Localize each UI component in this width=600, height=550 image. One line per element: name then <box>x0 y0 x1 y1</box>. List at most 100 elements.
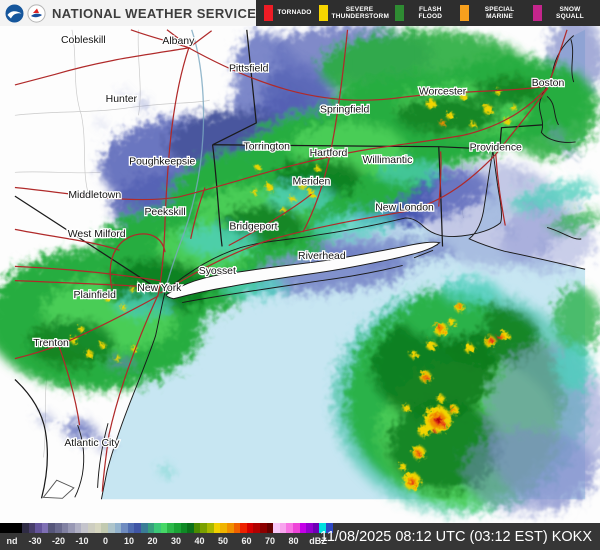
city-label-poughkeepsie: Poughkeepsie <box>129 157 195 168</box>
colorbar-segment <box>101 523 108 533</box>
colorbar-tick: 50 <box>217 536 229 546</box>
warning-label: SNOW SQUALL <box>556 5 584 20</box>
colorbar-segment <box>306 523 313 533</box>
city-label-hunter: Hunter <box>106 94 138 105</box>
colorbar-tick: -20 <box>51 536 66 546</box>
colorbar-segment <box>55 523 62 533</box>
colorbar-tick-row: nd -30 -20 -10 0 10 20 30 40 50 60 70 80 dBZ <box>0 533 340 550</box>
city-label-peekskill: Peekskill <box>144 207 185 218</box>
timestamp: 11/08/2025 08:12 UTC (03:12 EST) KOKX <box>319 529 592 545</box>
colorbar-tick: 30 <box>170 536 182 546</box>
colorbar-segment <box>114 523 122 533</box>
colorbar-segment <box>207 523 214 533</box>
noaa-logo-icon <box>5 4 24 22</box>
colorbar-tick: 40 <box>194 536 205 546</box>
colorbar-segment <box>140 523 148 533</box>
colorbar-segment <box>121 523 128 533</box>
hudson-river <box>164 29 205 293</box>
nws-logo-icon <box>27 3 46 23</box>
colorbar-tick: 20 <box>147 536 158 546</box>
colorbar-segment <box>259 523 267 533</box>
precipitation-layer <box>0 26 600 515</box>
colorbar-segment <box>286 523 293 533</box>
city-label-trenton: Trenton <box>33 338 69 349</box>
long-island <box>165 241 441 300</box>
colorbar-segment <box>35 523 42 533</box>
colorbar-tick: 0 <box>102 536 109 546</box>
colorbar-segment <box>134 523 141 533</box>
colorbar-segment <box>74 523 82 533</box>
city-label-cobleskill: Cobleskill <box>61 35 106 46</box>
city-label-riverhead: Riverhead <box>298 251 346 262</box>
colorbar-segment <box>107 523 115 533</box>
warning-legend: TORNADO SEVERE THUNDERSTORM FLASH FLOOD SPE… <box>256 0 600 26</box>
colorbar-segment <box>167 523 175 533</box>
colorbar-segment <box>226 523 234 533</box>
radar-map[interactable]: Cobleskill Albany Pittsfield Hunter Worceste… <box>0 26 600 523</box>
colorbar-unit-label: dBZ <box>309 536 327 546</box>
warning-legend-item: SPECIAL MARINE <box>460 5 526 21</box>
city-label-worcester: Worcester <box>419 86 467 97</box>
storm-cores-layer <box>70 88 517 490</box>
colorbar-segment <box>273 523 280 533</box>
map-pencil-icon <box>42 479 75 499</box>
city-label-middletown: Middletown <box>68 190 121 201</box>
city-label-meriden: Meriden <box>293 177 331 188</box>
colorbar-tick: 80 <box>288 536 299 546</box>
warning-label: SPECIAL MARINE <box>484 5 515 20</box>
colorbar-segment <box>61 523 69 533</box>
city-label-willimantic: Willimantic <box>362 155 412 166</box>
colorbar-tick: 10 <box>123 536 135 546</box>
colorbar-tick: 60 <box>241 536 252 546</box>
colorbar-segment <box>28 523 36 533</box>
warning-legend-item: FLASH FLOOD <box>394 5 454 21</box>
city-label-bridgeport: Bridgeport <box>229 221 277 232</box>
colorbar-segment <box>127 523 135 533</box>
colorbar-segment <box>220 523 227 533</box>
logo-group <box>0 3 46 23</box>
highways-layer <box>14 29 568 492</box>
colorbar-segment <box>22 523 29 533</box>
colorbar-segment <box>154 523 161 533</box>
colorbar-nd-label: nd <box>6 536 18 546</box>
colorbar-segment <box>253 523 260 533</box>
colorbar-segment <box>312 523 320 533</box>
city-label-boston: Boston <box>532 78 565 89</box>
warning-label: SEVERE THUNDERSTORM <box>331 5 390 20</box>
radar-map-canvas: Cobleskill Albany Pittsfield Hunter Worceste… <box>0 26 600 523</box>
colorbar-tick: -10 <box>75 536 89 546</box>
city-label-new-london: New London <box>375 202 434 213</box>
warning-legend-item: TORNADO <box>264 5 311 21</box>
colorbar-segment <box>187 523 194 533</box>
city-label-plainfield: Plainfield <box>74 290 117 301</box>
colorbar-segment <box>48 523 56 533</box>
colorbar-tick: -30 <box>28 536 42 546</box>
warning-swatch-icon <box>460 5 470 21</box>
colorbar-segment <box>200 523 208 533</box>
colorbar-segment <box>180 523 188 533</box>
colorbar-segment <box>160 523 168 533</box>
reflectivity-colorbar <box>0 523 333 533</box>
colorbar-segment <box>81 523 89 533</box>
colorbar-segment <box>246 523 254 533</box>
colorbar-segment <box>213 523 221 533</box>
header-bar: NATIONAL WEATHER SERVICE TORNADO SEVERE T… <box>0 0 600 26</box>
warning-legend-item: SEVERE THUNDERSTORM <box>318 5 390 21</box>
warning-swatch-icon <box>394 5 404 21</box>
coastline-layer <box>74 35 586 500</box>
city-label-providence: Providence <box>470 142 522 153</box>
city-label-west-milford: West Milford <box>68 229 126 240</box>
colorbar-segment <box>193 523 201 533</box>
colorbar-segment <box>41 523 49 533</box>
colorbar-segment <box>326 523 333 533</box>
colorbar-segment <box>68 523 75 533</box>
warning-swatch-icon <box>532 5 542 21</box>
warning-legend-item: SNOW SQUALL <box>532 5 594 21</box>
city-label-springfield: Springfield <box>320 104 370 115</box>
city-label-syosset: Syosset <box>199 266 236 277</box>
colorbar-segment <box>174 523 181 533</box>
colorbar-segment <box>240 523 247 533</box>
colorbar-segment <box>299 523 307 533</box>
warning-label: FLASH FLOOD <box>418 5 443 20</box>
